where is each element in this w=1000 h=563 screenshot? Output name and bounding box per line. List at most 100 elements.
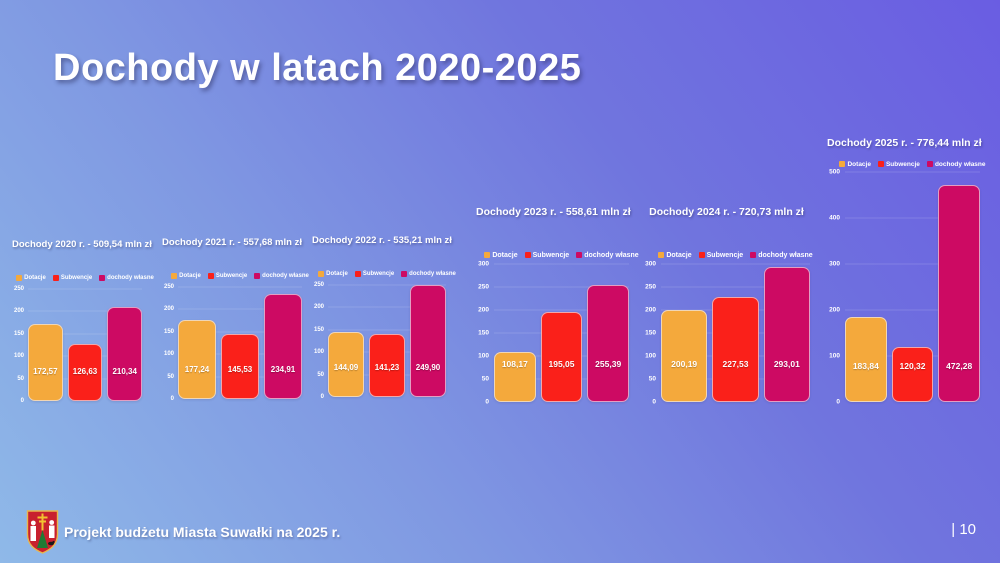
bars-group: 177,24 145,53 234,91 <box>178 287 302 399</box>
bar-subwencje: 145,53 <box>221 333 259 399</box>
bar-dochody-wlasne: 249,90 <box>410 285 446 397</box>
y-axis-tick-label: 0 <box>652 397 656 405</box>
gridline <box>178 286 302 288</box>
chart-2024: Dochody 2024 r. - 720,73 mln zł Dotacje Su… <box>643 205 813 404</box>
chart-title: Dochody 2022 r. - 535,21 mln zł <box>312 235 452 246</box>
bar-dotacje: 177,24 <box>178 319 216 399</box>
legend-item-dotacje: Dotacje <box>171 273 201 279</box>
chart-2022: Dochody 2022 r. - 535,21 mln zł Dotacje Su… <box>312 234 456 400</box>
gridline <box>328 329 446 331</box>
legend-swatch-dotacje-icon <box>16 275 23 281</box>
y-axis-tick-label: 300 <box>478 259 489 267</box>
bars-group: 172,57 126,63 210,34 <box>28 289 143 401</box>
y-axis-tick-label: 200 <box>313 304 324 311</box>
bar-value-label: 144,09 <box>333 363 359 372</box>
legend-item-dochody-wlasne: dochody własne <box>576 252 639 259</box>
y-axis-tick-label: 250 <box>645 282 656 290</box>
y-axis-tick-label: 100 <box>478 351 489 359</box>
gridline <box>494 286 629 288</box>
gridline <box>178 331 302 333</box>
gridline <box>845 309 980 311</box>
bar-subwencje: 227,53 <box>712 297 759 402</box>
legend-label: dochody własne <box>107 275 154 281</box>
legend-label: dochody własne <box>934 160 986 168</box>
chart-plot: 0 50 100 150 200 250 300 108,17 195,05 255,39 <box>476 259 630 404</box>
y-axis-tick-label: 50 <box>648 374 656 382</box>
y-axis-tick-label: 200 <box>13 308 24 315</box>
legend-label: Subwencje <box>706 251 744 259</box>
legend-label: dochody własne <box>409 271 456 277</box>
bar-value-label: 145,53 <box>227 365 253 374</box>
chart-plot: 0 100 200 300 400 500 183,84 120,32 472,28 <box>827 167 981 404</box>
chart-title: Dochody 2023 r. - 558,61 mln zł <box>476 206 631 218</box>
y-axis-tick-label: 200 <box>645 305 656 313</box>
bar-dotacje: 108,17 <box>494 352 536 402</box>
legend-label: Subwencje <box>362 271 395 277</box>
legend-label: Dotacje <box>179 273 201 279</box>
legend-swatch-dochody-wlasne-icon <box>926 161 933 167</box>
legend-item-dochody-wlasne: dochody własne <box>254 273 309 279</box>
legend-swatch-subwencje-icon <box>877 161 884 167</box>
y-axis-tick-label: 0 <box>485 397 489 405</box>
bar-dochody-wlasne: 293,01 <box>763 267 810 402</box>
y-axis-tick-label: 250 <box>478 282 489 290</box>
chart-legend: Dotacje Subwencje dochody własne <box>658 251 813 259</box>
legend-swatch-dotacje-icon <box>171 273 178 279</box>
gridline <box>28 333 142 335</box>
chart-plot: 0 50 100 150 200 250 300 200,19 227,53 293,01 <box>643 260 810 404</box>
y-axis-tick-label: 150 <box>163 328 174 335</box>
y-axis-tick-label: 500 <box>829 167 840 175</box>
legend-label: Subwencje <box>215 273 248 279</box>
y-axis-tick-label: 150 <box>13 330 24 337</box>
legend-item-dotacje: Dotacje <box>16 275 46 281</box>
y-axis-tick-label: 100 <box>829 351 840 359</box>
bar-dotacje: 172,57 <box>28 323 63 401</box>
bar-dochody-wlasne: 255,39 <box>587 284 630 402</box>
legend-swatch-subwencje-icon <box>354 271 361 277</box>
legend-item-dochody-wlasne: dochody własne <box>99 275 154 281</box>
legend-swatch-dochody-wlasne-icon <box>99 275 106 281</box>
y-axis-tick-label: 250 <box>313 282 324 288</box>
legend-label: Subwencje <box>532 251 570 259</box>
bar-value-label: 293,01 <box>773 359 800 369</box>
bar-subwencje: 195,05 <box>540 312 583 402</box>
chart-2020: Dochody 2020 r. - 509,54 mln zł Dotacje Su… <box>12 238 154 404</box>
legend-item-subwencje: Subwencje <box>524 251 570 259</box>
gridline <box>661 263 810 265</box>
bar-value-label: 472,28 <box>946 361 973 371</box>
bar-value-label: 195,05 <box>548 359 575 369</box>
legend-label: Dotacje <box>492 251 518 259</box>
bars-group: 108,17 195,05 255,39 <box>494 264 630 402</box>
bar-dotacje: 200,19 <box>661 309 708 402</box>
y-axis-tick-label: 0 <box>836 397 840 405</box>
legend-swatch-dochody-wlasne-icon <box>576 252 583 258</box>
chart-title: Dochody 2021 r. - 557,68 mln zł <box>162 237 302 248</box>
legend-swatch-dochody-wlasne-icon <box>401 271 408 277</box>
y-axis-tick-label: 150 <box>478 328 489 336</box>
chart-title: Dochody 2025 r. - 776,44 mln zł <box>827 137 982 149</box>
gridline <box>328 284 446 286</box>
bar-dochody-wlasne: 210,34 <box>107 306 143 401</box>
legend-label: Subwencje <box>60 275 93 281</box>
legend-label: Dotacje <box>326 271 348 277</box>
gridline <box>494 309 629 311</box>
y-axis-tick-label: 0 <box>20 398 24 404</box>
legend-swatch-dotacje-icon <box>658 252 665 258</box>
footer-text: Projekt budżetu Miasta Suwałki na 2025 r… <box>64 524 341 540</box>
bar-subwencje: 126,63 <box>67 344 103 401</box>
chart-legend: Dotacje Subwencje dochody własne <box>318 270 456 278</box>
page-number: | 10 <box>951 521 976 538</box>
bar-value-label: 210,34 <box>112 367 137 376</box>
bars-group: 200,19 227,53 293,01 <box>661 264 810 402</box>
chart-legend: Dotacje Subwencje dochody własne <box>839 160 986 168</box>
chart-2021: Dochody 2021 r. - 557,68 mln zł Dotacje Su… <box>162 236 309 402</box>
legend-swatch-subwencje-icon <box>698 252 705 258</box>
bar-value-label: 227,53 <box>722 359 749 369</box>
chart-legend: Dotacje Subwencje dochody własne <box>484 251 639 259</box>
bar-dochody-wlasne: 234,91 <box>264 293 302 399</box>
legend-item-dochody-wlasne: dochody własne <box>750 252 813 259</box>
chart-legend: Dotacje Subwencje dochody własne <box>16 274 154 282</box>
bar-value-label: 108,17 <box>501 359 528 369</box>
gridline <box>845 217 980 219</box>
bar-value-label: 141,23 <box>374 363 400 372</box>
